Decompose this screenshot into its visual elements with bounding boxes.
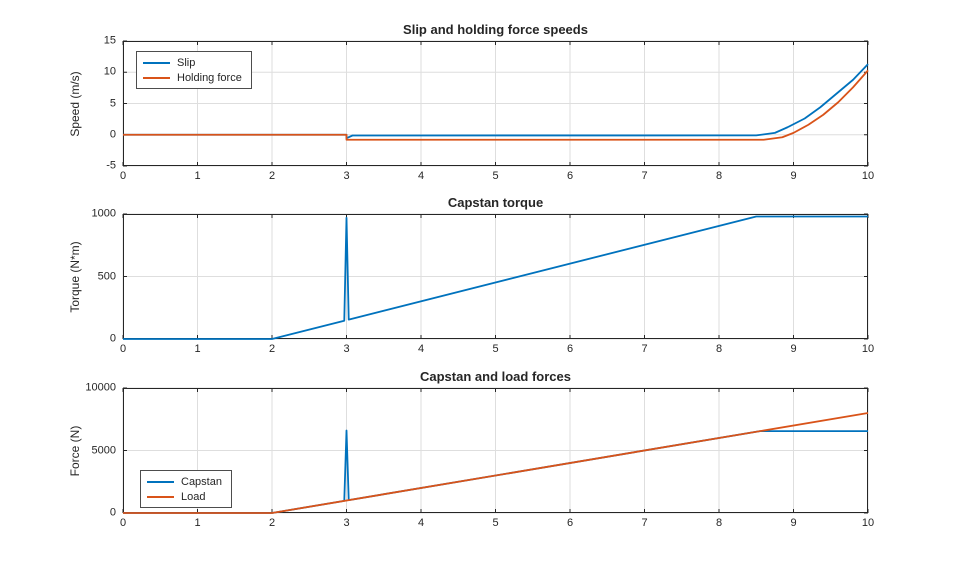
y-axis-label: Speed (m/s) (68, 70, 82, 137)
x-tick-label: 2 (268, 343, 276, 355)
x-tick-label: 1 (194, 170, 201, 182)
legend-line-swatch (143, 76, 170, 79)
series-line-load (123, 412, 869, 514)
plot-title: Slip and holding force speeds (403, 22, 588, 37)
y-tick-label: 500 (97, 270, 116, 282)
x-tick-label: 6 (566, 343, 574, 355)
x-tick-label: 2 (268, 517, 276, 529)
plot-area (122, 40, 869, 167)
subplot-slip-speeds: Slip and holding force speeds Speed (m/s… (68, 22, 874, 182)
x-tick-label: 0 (119, 170, 127, 182)
legend-label: Slip (177, 56, 196, 69)
y-tick-label: 5000 (91, 444, 116, 456)
legend-label: Holding force (177, 71, 242, 84)
x-tick-label: 9 (790, 170, 797, 182)
legend-line-swatch (147, 495, 174, 498)
y-tick-label: 1000 (91, 207, 116, 220)
x-tick-label: 5 (492, 517, 499, 529)
x-tick-label: 6 (566, 517, 574, 529)
x-tick-label: 10 (861, 517, 875, 529)
x-tick-label: 4 (417, 343, 425, 355)
legend-line-swatch (147, 480, 174, 483)
x-tick-label: 10 (861, 170, 875, 182)
x-tick-label: 3 (343, 517, 350, 529)
x-tick-label: 10 (861, 343, 875, 355)
x-tick-label: 1 (194, 517, 201, 529)
x-tick-label: 8 (715, 343, 723, 355)
axes-box (123, 388, 868, 513)
legend[interactable]: Capstan Load (140, 470, 232, 508)
x-tick-label: 9 (790, 517, 797, 529)
y-axis-label: Torque (N*m) (68, 240, 82, 313)
legend-entry: Load (147, 490, 222, 503)
legend-entry: Capstan (147, 475, 222, 488)
y-tick-label: 10000 (85, 381, 116, 394)
plot-title: Capstan and load forces (420, 369, 571, 384)
axes-box (123, 41, 868, 166)
y-tick-label: 0 (109, 128, 116, 141)
x-tick-label: 7 (641, 343, 648, 355)
x-tick-label: 1 (194, 343, 201, 355)
x-tick-label: 8 (715, 170, 723, 182)
legend[interactable]: Slip Holding force (136, 51, 252, 89)
y-tick-label: -5 (106, 159, 116, 172)
x-tick-label: 4 (417, 170, 425, 182)
plot-area (122, 213, 869, 340)
x-tick-label: 5 (492, 170, 499, 182)
x-tick-label: 3 (343, 170, 350, 182)
y-tick-label: 0 (109, 506, 116, 519)
y-tick-label: 0 (109, 332, 116, 345)
plot-area (122, 387, 869, 514)
axes-box (123, 214, 868, 339)
x-tick-label: 8 (715, 517, 723, 529)
x-tick-label: 5 (492, 343, 499, 355)
legend-entry: Holding force (143, 71, 242, 84)
x-tick-label: 4 (417, 517, 425, 529)
x-tick-label: 3 (343, 343, 350, 355)
x-tick-label: 9 (790, 343, 797, 355)
y-axis-label: Force (N) (68, 425, 82, 476)
series-line-capstan-torque (123, 215, 868, 340)
legend-entry: Slip (143, 56, 242, 69)
legend-label: Capstan (181, 475, 222, 488)
y-tick-label: 10 (103, 65, 116, 78)
series-line-holding-force (123, 69, 869, 141)
x-tick-label: 0 (119, 517, 127, 529)
y-tick-label: 5 (109, 97, 116, 109)
subplot-capstan-torque: Capstan torque Torque (N*m) 0 1 2 3 4 5 6 7 8 9 10… (68, 195, 874, 355)
legend-label: Load (181, 490, 206, 503)
y-tick-label: 15 (103, 34, 116, 47)
legend-line-swatch (143, 61, 170, 64)
x-tick-label: 7 (641, 170, 648, 182)
plot-title: Capstan torque (447, 195, 544, 210)
subplot-capstan-load-forces: Capstan and load forces Force (N) Capsta… (68, 369, 874, 529)
x-tick-label: 7 (641, 517, 648, 529)
x-tick-label: 0 (119, 343, 127, 355)
x-tick-label: 2 (268, 170, 276, 182)
x-tick-label: 6 (566, 170, 574, 182)
